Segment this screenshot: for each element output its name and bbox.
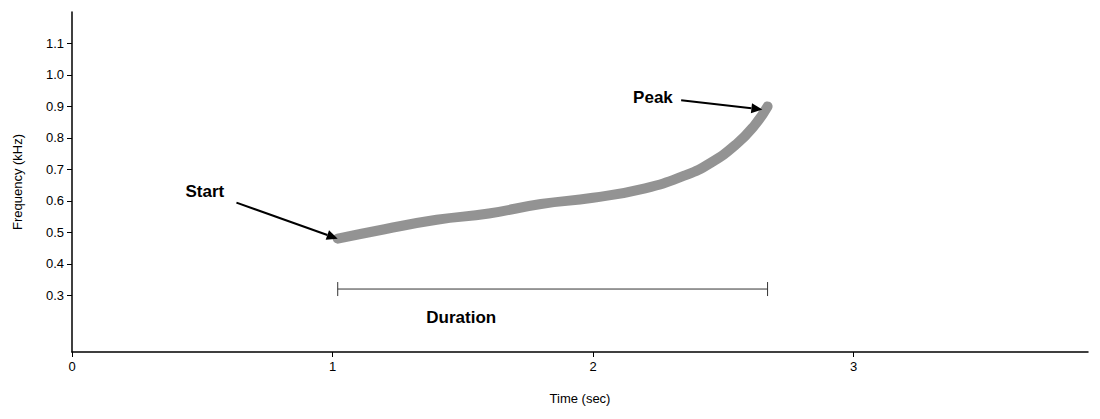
svg-text:0: 0 xyxy=(68,359,75,374)
svg-text:0.7: 0.7 xyxy=(46,162,64,177)
svg-text:0.3: 0.3 xyxy=(46,288,64,303)
svg-text:1.1: 1.1 xyxy=(46,36,64,51)
svg-text:2: 2 xyxy=(589,359,596,374)
svg-text:Duration: Duration xyxy=(426,308,496,327)
svg-text:Start: Start xyxy=(185,182,224,201)
svg-text:3: 3 xyxy=(850,359,857,374)
svg-text:1.0: 1.0 xyxy=(46,67,64,82)
svg-text:1: 1 xyxy=(329,359,336,374)
svg-text:0.5: 0.5 xyxy=(46,225,64,240)
svg-text:Peak: Peak xyxy=(633,88,673,107)
svg-text:Frequency (kHz): Frequency (kHz) xyxy=(10,134,25,230)
svg-text:0.8: 0.8 xyxy=(46,130,64,145)
svg-text:0.9: 0.9 xyxy=(46,99,64,114)
svg-text:0.6: 0.6 xyxy=(46,193,64,208)
svg-text:Time (sec): Time (sec) xyxy=(550,391,611,406)
svg-text:0.4: 0.4 xyxy=(46,256,64,271)
